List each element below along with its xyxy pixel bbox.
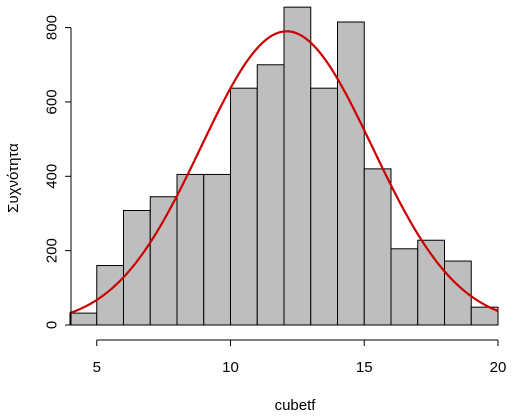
histogram-bar	[149, 196, 178, 326]
y-tick-label: 200	[44, 238, 61, 263]
histogram-bar	[390, 248, 419, 326]
histogram-bar	[176, 173, 205, 326]
y-tick-label: 0	[44, 321, 61, 329]
histogram-bar	[203, 173, 231, 326]
histogram-bar	[363, 168, 392, 326]
histogram-bar	[256, 64, 285, 326]
y-axis-label: Συχνότητα	[5, 143, 22, 213]
x-axis: 5 10 15 20	[93, 339, 507, 376]
y-tick-label: 400	[44, 164, 61, 189]
histogram-bar	[69, 312, 98, 326]
x-tick-label: 15	[356, 359, 373, 376]
y-tick-label: 800	[44, 15, 61, 40]
histogram-bar	[337, 21, 365, 326]
y-axis: 0 200 400 600 800	[44, 15, 72, 329]
normal-density-curve	[69, 30, 499, 315]
histogram-bar	[283, 6, 312, 326]
y-tick-label: 600	[44, 89, 61, 114]
histogram-bar	[123, 209, 151, 326]
histogram-bars	[69, 6, 499, 326]
x-tick-label: 5	[93, 359, 101, 376]
x-tick-label: 20	[490, 359, 507, 376]
histogram-bar	[310, 87, 338, 326]
histogram-bar	[96, 265, 124, 326]
histogram-bar	[230, 87, 258, 326]
x-tick-label: 10	[222, 359, 239, 376]
histogram-bar	[470, 306, 499, 326]
x-axis-label: cubetf	[275, 397, 317, 414]
